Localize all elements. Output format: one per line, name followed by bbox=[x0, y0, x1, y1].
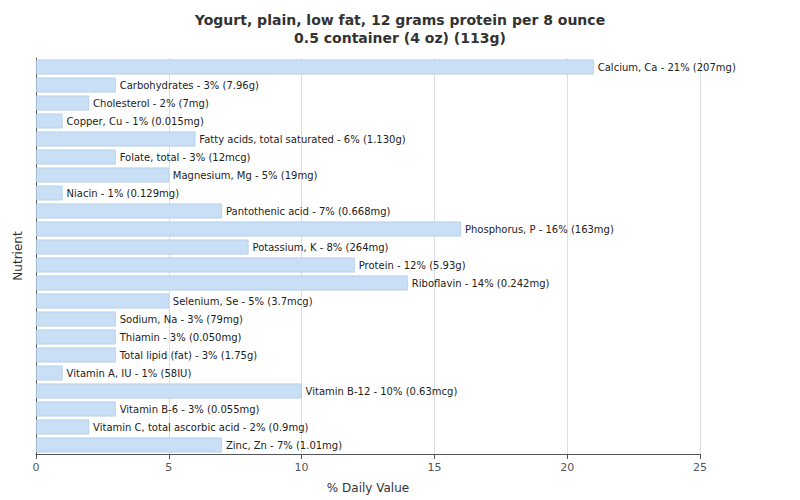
svg-text:Yogurt, plain, low fat, 12 gra: Yogurt, plain, low fat, 12 grams protein… bbox=[194, 12, 605, 28]
svg-text:Vitamin B-6 - 3% (0.055mg): Vitamin B-6 - 3% (0.055mg) bbox=[120, 404, 260, 415]
svg-text:0.5 container (4 oz) (113g): 0.5 container (4 oz) (113g) bbox=[294, 30, 506, 46]
svg-text:0: 0 bbox=[33, 461, 40, 474]
svg-text:Riboflavin - 14% (0.242mg): Riboflavin - 14% (0.242mg) bbox=[412, 278, 550, 289]
svg-text:Niacin - 1% (0.129mg): Niacin - 1% (0.129mg) bbox=[67, 188, 180, 199]
svg-text:Sodium, Na - 3% (79mg): Sodium, Na - 3% (79mg) bbox=[120, 314, 243, 325]
svg-text:Nutrient: Nutrient bbox=[11, 231, 25, 281]
svg-text:Total lipid (fat) - 3% (1.75g): Total lipid (fat) - 3% (1.75g) bbox=[119, 350, 258, 361]
svg-text:Cholesterol - 2% (7mg): Cholesterol - 2% (7mg) bbox=[93, 98, 209, 109]
svg-text:25: 25 bbox=[693, 461, 707, 474]
svg-text:% Daily Value: % Daily Value bbox=[327, 481, 409, 495]
svg-text:Folate, total - 3% (12mcg): Folate, total - 3% (12mcg) bbox=[120, 152, 251, 163]
svg-text:Potassium, K - 8% (264mg): Potassium, K - 8% (264mg) bbox=[252, 242, 388, 253]
svg-text:Carbohydrates - 3% (7.96g): Carbohydrates - 3% (7.96g) bbox=[120, 80, 259, 91]
svg-text:Phosphorus, P - 16% (163mg): Phosphorus, P - 16% (163mg) bbox=[465, 224, 614, 235]
svg-text:Vitamin A, IU - 1% (58IU): Vitamin A, IU - 1% (58IU) bbox=[67, 368, 192, 379]
svg-text:Thiamin - 3% (0.050mg): Thiamin - 3% (0.050mg) bbox=[119, 332, 242, 343]
svg-text:5: 5 bbox=[165, 461, 172, 474]
svg-text:Magnesium, Mg - 5% (19mg): Magnesium, Mg - 5% (19mg) bbox=[173, 170, 318, 181]
svg-text:Pantothenic acid - 7% (0.668mg: Pantothenic acid - 7% (0.668mg) bbox=[226, 206, 391, 217]
svg-text:Calcium, Ca - 21% (207mg): Calcium, Ca - 21% (207mg) bbox=[598, 62, 736, 73]
svg-text:20: 20 bbox=[560, 461, 574, 474]
svg-text:Vitamin B-12 - 10% (0.63mcg): Vitamin B-12 - 10% (0.63mcg) bbox=[306, 386, 458, 397]
svg-text:Fatty acids, total saturated -: Fatty acids, total saturated - 6% (1.130… bbox=[199, 134, 405, 145]
svg-text:10: 10 bbox=[295, 461, 309, 474]
svg-text:Selenium, Se - 5% (3.7mcg): Selenium, Se - 5% (3.7mcg) bbox=[173, 296, 313, 307]
svg-text:Vitamin C, total ascorbic acid: Vitamin C, total ascorbic acid - 2% (0.9… bbox=[93, 422, 308, 433]
svg-text:15: 15 bbox=[427, 461, 441, 474]
svg-text:Copper, Cu - 1% (0.015mg): Copper, Cu - 1% (0.015mg) bbox=[67, 116, 204, 127]
svg-text:Zinc, Zn - 7% (1.01mg): Zinc, Zn - 7% (1.01mg) bbox=[226, 440, 342, 451]
svg-text:Protein - 12% (5.93g): Protein - 12% (5.93g) bbox=[359, 260, 466, 271]
